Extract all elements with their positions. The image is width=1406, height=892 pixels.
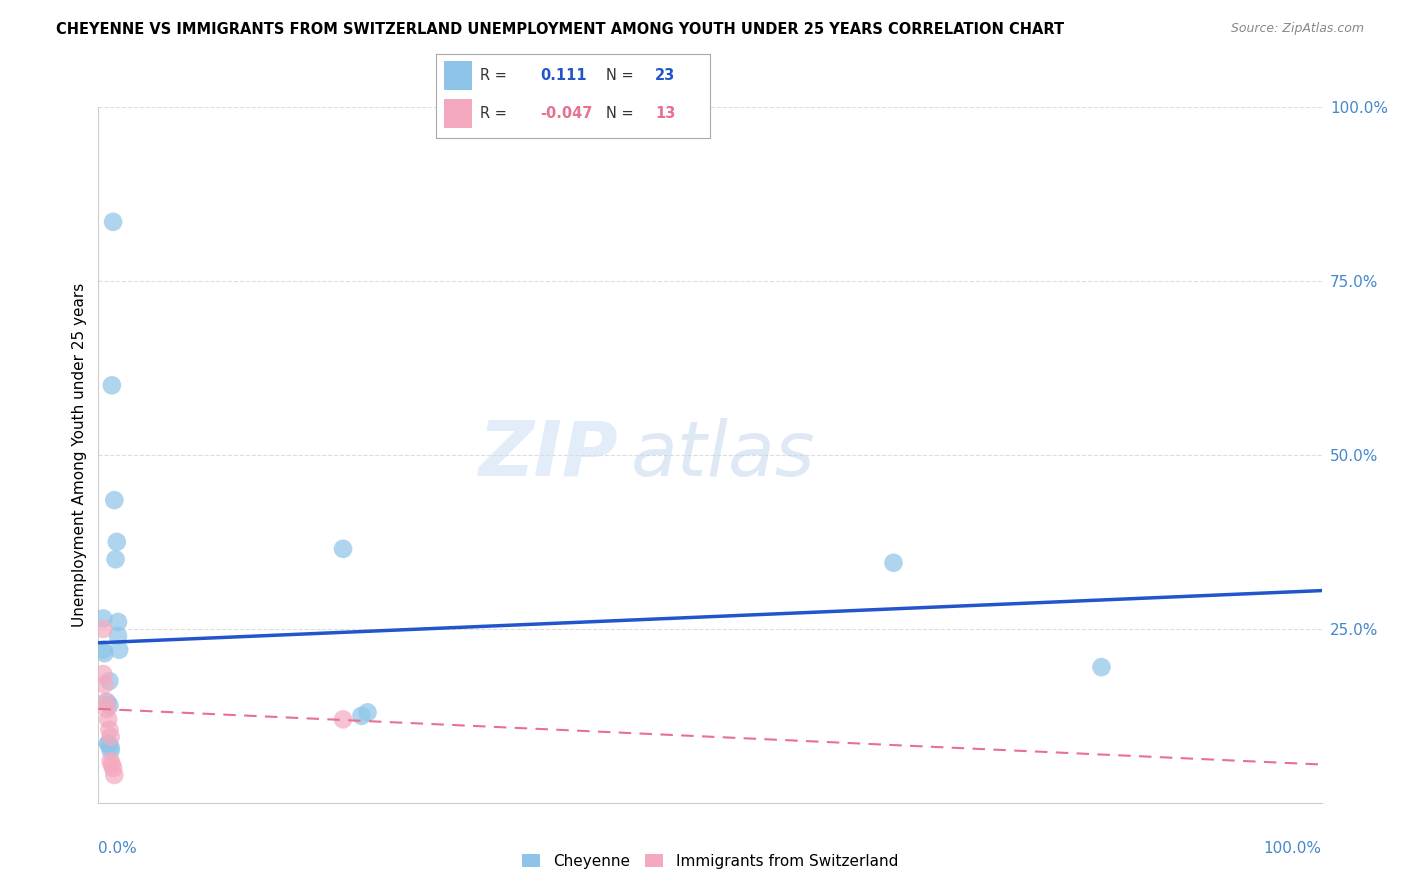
- Point: [101, 378, 124, 392]
- Point: [100, 744, 122, 758]
- Point: [100, 740, 122, 755]
- Point: [883, 556, 905, 570]
- Point: [97, 712, 120, 726]
- Point: [93, 677, 115, 691]
- Legend: Cheyenne, Immigrants from Switzerland: Cheyenne, Immigrants from Switzerland: [516, 848, 904, 875]
- Point: [98, 674, 121, 689]
- Text: 0.0%: 0.0%: [98, 841, 138, 856]
- Text: atlas: atlas: [630, 418, 815, 491]
- Point: [350, 708, 373, 723]
- Point: [332, 541, 354, 556]
- Text: R =: R =: [479, 106, 506, 120]
- Text: ZIP: ZIP: [478, 418, 619, 491]
- Point: [108, 642, 131, 657]
- Point: [1090, 660, 1112, 674]
- Point: [103, 493, 125, 508]
- Text: R =: R =: [479, 68, 506, 83]
- Point: [107, 629, 129, 643]
- Text: 13: 13: [655, 106, 675, 120]
- Point: [94, 695, 117, 709]
- Point: [93, 646, 115, 660]
- Point: [101, 757, 124, 772]
- Point: [101, 761, 124, 775]
- FancyBboxPatch shape: [444, 99, 471, 128]
- Point: [96, 695, 118, 709]
- Text: Source: ZipAtlas.com: Source: ZipAtlas.com: [1230, 22, 1364, 36]
- Point: [101, 215, 124, 229]
- Point: [332, 712, 354, 726]
- Point: [91, 611, 114, 625]
- Point: [100, 754, 122, 768]
- Text: -0.047: -0.047: [540, 106, 592, 120]
- Text: CHEYENNE VS IMMIGRANTS FROM SWITZERLAND UNEMPLOYMENT AMONG YOUTH UNDER 25 YEARS : CHEYENNE VS IMMIGRANTS FROM SWITZERLAND …: [56, 22, 1064, 37]
- Point: [104, 552, 127, 566]
- Point: [103, 768, 125, 782]
- Text: 23: 23: [655, 68, 675, 83]
- Point: [356, 706, 378, 720]
- Point: [98, 723, 121, 737]
- FancyBboxPatch shape: [444, 62, 471, 90]
- Text: 0.111: 0.111: [540, 68, 586, 83]
- Point: [96, 702, 118, 716]
- Point: [107, 615, 129, 629]
- Point: [105, 535, 128, 549]
- Y-axis label: Unemployment Among Youth under 25 years: Unemployment Among Youth under 25 years: [72, 283, 87, 627]
- Point: [91, 622, 114, 636]
- Point: [97, 737, 120, 751]
- Point: [91, 642, 114, 657]
- Text: 100.0%: 100.0%: [1264, 841, 1322, 856]
- Point: [91, 667, 114, 681]
- Point: [100, 730, 122, 744]
- Point: [98, 698, 121, 713]
- Point: [97, 737, 120, 751]
- Text: N =: N =: [606, 106, 634, 120]
- Text: N =: N =: [606, 68, 634, 83]
